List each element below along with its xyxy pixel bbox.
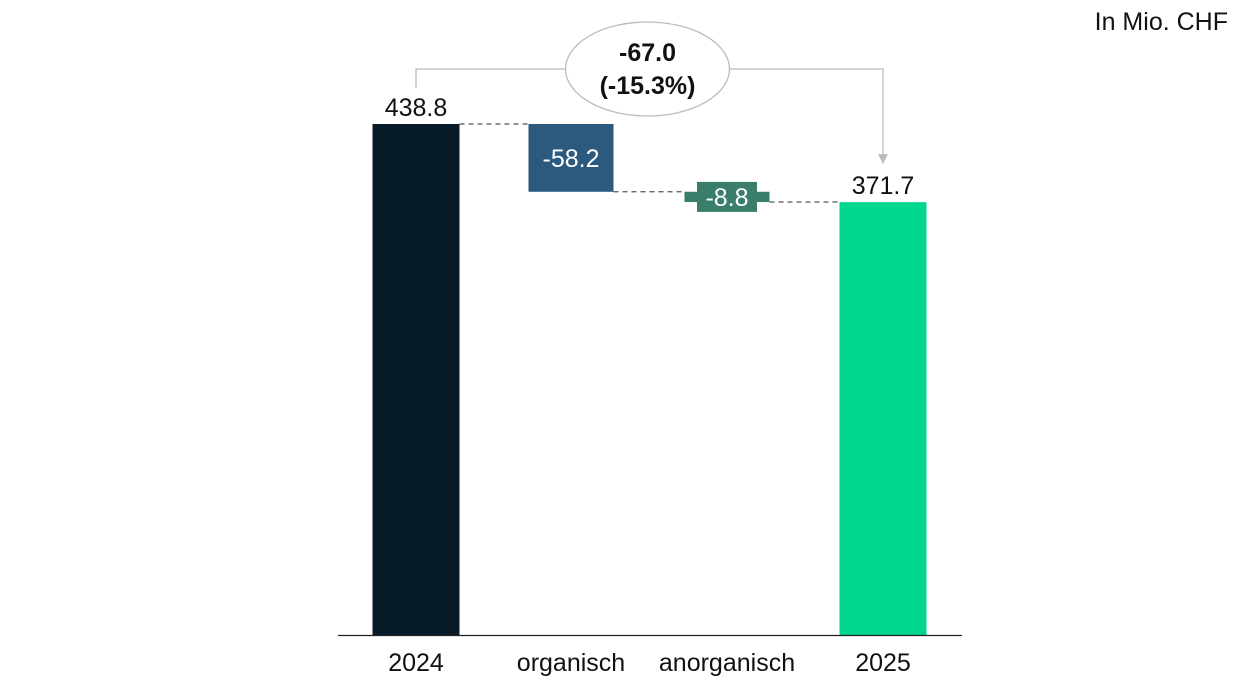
bracket-left: [415, 68, 566, 88]
x-axis: 2024 organisch anorganisch 2025: [338, 634, 962, 677]
total-change-bubble: [564, 21, 731, 117]
value-label-anorganisch: -8.8: [705, 184, 748, 212]
bar-2024: [372, 124, 460, 635]
connector-lines: [459, 123, 840, 203]
value-label-2024: 438.8: [385, 94, 448, 122]
bar-2025: [839, 202, 927, 635]
value-label-box-anorganisch: [697, 181, 757, 212]
total-change-value: -67.0: [619, 39, 676, 67]
total-change-percent: (-15.3%): [600, 72, 696, 100]
x-tick-label: 2025: [855, 649, 911, 677]
x-tick-label: anorganisch: [659, 649, 795, 677]
x-tick-label: 2024: [388, 649, 444, 677]
x-tick-label: organisch: [517, 649, 625, 677]
bracket-right: [729, 68, 884, 157]
arrow-head-icon: [878, 154, 888, 165]
total-change-annotation: -67.0 (-15.3%): [415, 21, 888, 165]
value-label-2025: 371.7: [852, 172, 915, 200]
value-label-organisch: -58.2: [543, 145, 600, 173]
value-labels-group: 438.8 -58.2 -8.8 371.7: [385, 94, 915, 212]
bar-organisch: [528, 124, 614, 192]
bars-group: [372, 124, 927, 635]
unit-label: In Mio. CHF: [1094, 8, 1228, 36]
